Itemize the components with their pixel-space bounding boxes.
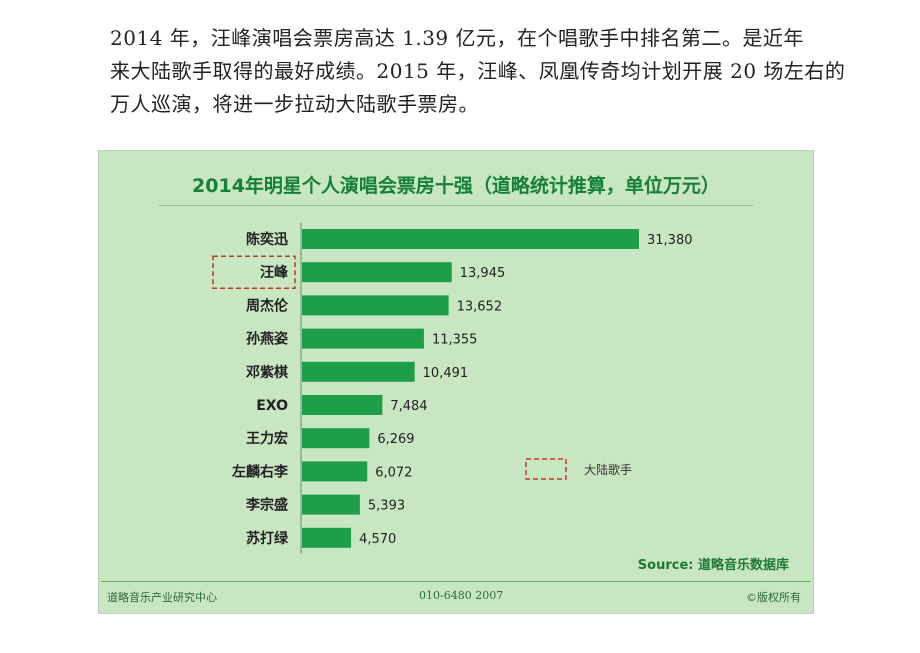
category-label: 苏打绿 <box>246 530 289 547</box>
category-label: 左麟右李 <box>231 463 289 480</box>
highlight-box <box>212 255 296 289</box>
category-label: 汪峰 <box>260 264 289 281</box>
article-line: 万人巡演，将进一步拉动大陆歌手票房。 <box>110 92 479 116</box>
category-label: 邓紫棋 <box>245 364 288 381</box>
value-label: 13,652 <box>457 299 503 314</box>
bar <box>302 295 449 316</box>
chart-title: 2014年明星个人演唱会票房十强（道略统计推算，单位万元） <box>192 175 720 197</box>
title-divider <box>159 205 753 206</box>
value-label: 4,570 <box>359 532 396 547</box>
category-label: 孙燕姿 <box>246 331 289 348</box>
category-label: 李宗盛 <box>245 497 288 514</box>
bar <box>302 494 360 515</box>
category-label: EXO <box>256 398 288 414</box>
footer-phone: 010-6480 2007 <box>419 589 504 602</box>
value-label: 6,269 <box>377 432 414 447</box>
article-paragraph: 2014 年，汪峰演唱会票房高达 1.39 亿元，在个唱歌手中排名第二。是近年 … <box>110 22 846 121</box>
category-label: 周杰伦 <box>246 297 289 314</box>
bar <box>302 428 370 449</box>
article-line: 来大陆歌手取得的最好成绩。2015 年，汪峰、凤凰传奇均计划开展 20 场左右的 <box>110 59 846 83</box>
footer-org: 道略音乐产业研究中心 <box>107 591 217 604</box>
legend-label: 大陆歌手 <box>584 462 632 477</box>
category-label: 陈奕迅 <box>246 231 288 248</box>
bar <box>302 395 383 415</box>
chart-source: Source: 道略音乐数据库 <box>637 558 789 573</box>
bar <box>302 461 368 482</box>
category-label: 王力宏 <box>246 430 288 447</box>
footer-divider <box>101 581 811 582</box>
value-label: 11,355 <box>432 333 478 348</box>
value-label: 6,072 <box>375 465 412 480</box>
value-label: 5,393 <box>368 499 405 514</box>
legend-marker <box>525 458 567 480</box>
chart-panel: 2014年明星个人演唱会票房十强（道略统计推算，单位万元） 陈奕迅 31,380 汪… <box>98 150 814 614</box>
value-label: 10,491 <box>423 366 469 381</box>
bar <box>302 262 452 283</box>
article-line: 2014 年，汪峰演唱会票房高达 1.39 亿元，在个唱歌手中排名第二。是近年 <box>110 26 805 50</box>
bar <box>302 527 352 548</box>
bar <box>302 361 415 382</box>
value-label: 31,380 <box>647 233 693 248</box>
bar <box>302 328 424 349</box>
bar-chart: 陈奕迅 31,380 汪峰 13,945 周杰伦 13,652 孙燕姿 11,355 邓紫棋 10… <box>212 223 693 554</box>
footer-copyright: ©版权所有 <box>746 591 801 604</box>
bar <box>302 229 639 249</box>
value-label: 7,484 <box>390 399 427 414</box>
footer-bar: 道略音乐产业研究中心 010-6480 2007 ©版权所有 <box>99 581 813 612</box>
value-label: 13,945 <box>460 266 506 281</box>
